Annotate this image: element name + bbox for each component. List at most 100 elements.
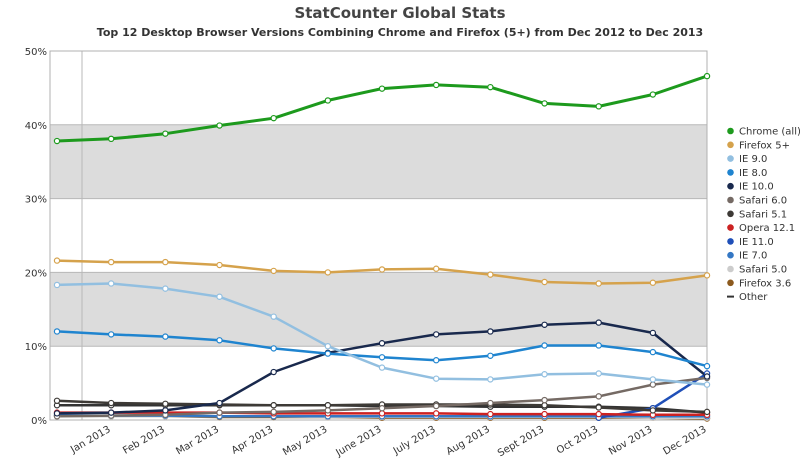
data-point (703, 381, 711, 388)
data-point (487, 328, 494, 335)
legend-marker (727, 279, 734, 287)
chart-subtitle: Top 12 Desktop Browser Versions Combinin… (96, 26, 704, 39)
data-point (270, 402, 277, 409)
data-point (107, 135, 115, 143)
x-tick-label: Aug 2013 (445, 424, 492, 458)
data-point (162, 407, 169, 414)
x-tick-label: Sept 2013 (496, 424, 546, 459)
grid-band (50, 198, 707, 273)
data-point (216, 122, 223, 129)
data-point (649, 279, 657, 286)
legend-label: IE 7.0 (739, 251, 767, 262)
data-point (703, 408, 711, 416)
legend-marker (727, 196, 734, 204)
data-point (53, 137, 61, 145)
data-point (107, 399, 115, 407)
legend-marker (727, 238, 734, 245)
data-point (53, 397, 61, 405)
data-point (162, 333, 169, 340)
legend-marker (727, 224, 734, 231)
data-point (378, 340, 386, 347)
legend-marker (727, 182, 734, 190)
data-point (53, 281, 61, 289)
grid-bands (49, 50, 708, 421)
data-point (541, 278, 548, 286)
data-point (432, 402, 440, 410)
data-point (595, 319, 602, 326)
y-tick-label: 0% (31, 416, 47, 427)
x-tick-label: Jan 2013 (68, 424, 113, 456)
y-tick-label: 40% (25, 121, 47, 132)
legend-marker (727, 169, 734, 176)
x-tick-label: July 2013 (391, 424, 438, 457)
data-point (595, 370, 602, 377)
data-point (378, 354, 386, 361)
data-point (216, 293, 223, 300)
data-point (541, 410, 548, 418)
legend-label: Opera 12.1 (739, 223, 795, 234)
data-point (378, 404, 386, 412)
data-point (324, 407, 332, 414)
x-tick-label: Apr 2013 (230, 424, 275, 456)
data-point (162, 130, 169, 137)
data-point (432, 410, 440, 417)
data-point (649, 91, 657, 98)
x-tick-label: Mar 2013 (174, 424, 221, 457)
data-point (432, 331, 440, 338)
legend-marker (727, 265, 734, 273)
data-point (270, 345, 277, 352)
data-point (595, 103, 602, 110)
data-point (107, 409, 115, 416)
data-point (270, 313, 277, 320)
data-point (487, 399, 494, 407)
data-point (270, 368, 277, 376)
data-point (487, 83, 494, 91)
legend-marker (727, 141, 734, 149)
data-point (378, 364, 386, 371)
data-point (595, 404, 602, 411)
data-point (649, 329, 657, 337)
legend-label: IE 8.0 (739, 168, 767, 179)
data-point (270, 267, 277, 275)
x-tick-label: June 2013 (334, 424, 384, 459)
data-point (541, 100, 548, 107)
x-tick-label: Oct 2013 (555, 424, 600, 456)
data-point (595, 280, 602, 287)
data-point (487, 271, 494, 278)
data-point (703, 373, 711, 380)
data-point (703, 362, 711, 370)
series-points (53, 72, 711, 422)
data-point (595, 393, 602, 400)
data-point (324, 402, 332, 409)
data-point (378, 410, 386, 417)
data-point (595, 342, 602, 349)
legend-label: IE 10.0 (739, 182, 774, 193)
data-point (324, 350, 332, 357)
data-point (487, 410, 494, 418)
grid-band (50, 124, 707, 199)
legend-label: Safari 6.0 (739, 196, 787, 207)
data-point (324, 97, 332, 104)
data-point (216, 337, 223, 344)
chart-title: StatCounter Global Stats (294, 4, 506, 22)
legend: Chrome (all) Firefox 5+ IE 9.0 IE 8.0 IE 10.… (727, 127, 800, 303)
data-point (541, 342, 548, 349)
data-point (324, 343, 332, 350)
legend-marker (727, 251, 734, 259)
data-point (162, 258, 169, 266)
legend-label: Safari 5.1 (739, 209, 787, 220)
legend-label: IE 11.0 (739, 237, 774, 248)
legend-marker (727, 127, 734, 135)
data-point (270, 408, 277, 416)
data-point (649, 348, 657, 356)
data-point (162, 400, 169, 407)
data-point (487, 376, 494, 383)
y-tick-label: 20% (25, 268, 47, 279)
plot-border (49, 50, 708, 421)
data-point (432, 375, 440, 382)
data-point (324, 269, 332, 276)
x-tick-label: Dec 2013 (661, 424, 708, 458)
data-point (432, 357, 440, 364)
data-point (107, 258, 115, 266)
data-point (703, 72, 711, 80)
